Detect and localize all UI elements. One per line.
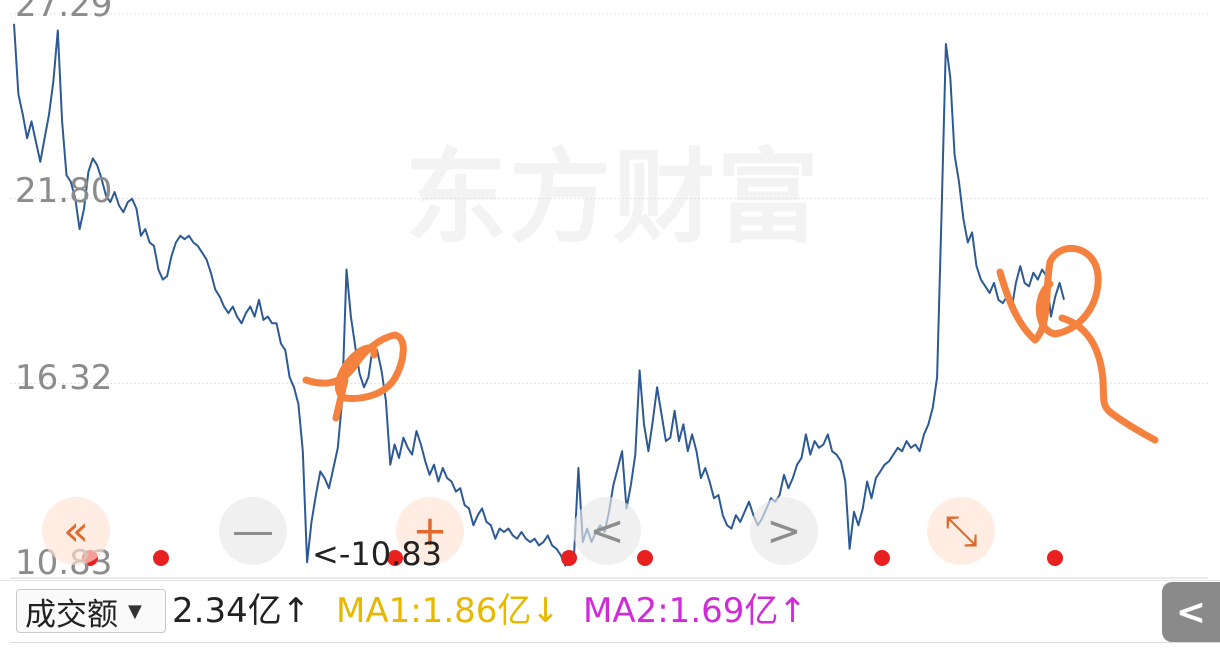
price-chart[interactable]: 东方财富 27.29 21.80 16.32 10.83 « — + < > ⤡… — [0, 0, 1220, 580]
handwritten-annotation — [996, 244, 1159, 444]
lower-panel-edge — [10, 642, 1220, 656]
y-tick-label: 16.32 — [15, 358, 113, 398]
minus-icon: — — [232, 506, 274, 555]
expand-icon: ⤡ — [944, 506, 978, 555]
plus-icon: + — [412, 506, 448, 555]
event-marker-dot — [637, 550, 653, 566]
chart-canvas — [10, 13, 1208, 579]
scroll-left-button[interactable]: « — [42, 497, 110, 565]
chevron-left-icon: < — [1175, 591, 1207, 633]
indicator-selector[interactable]: 成交额 ▼ — [16, 589, 166, 633]
double-chevron-left-icon: « — [63, 506, 89, 555]
low-price-marker: <-10.83 — [312, 535, 442, 573]
chevron-right-icon: > — [766, 506, 802, 555]
event-marker-dot — [561, 550, 577, 566]
price-line — [13, 23, 1065, 567]
event-marker-dot — [1047, 550, 1063, 566]
volume-value: 2.34亿↑ — [172, 591, 311, 631]
ma1-value: MA1:1.86亿↓ — [336, 591, 560, 631]
side-panel-toggle[interactable]: < — [1162, 582, 1220, 642]
event-marker-dot — [153, 550, 169, 566]
fullscreen-button[interactable]: ⤡ — [927, 497, 995, 565]
ma2-value: MA2:1.69亿↑ — [583, 591, 807, 631]
zoom-in-button[interactable]: + — [396, 497, 464, 565]
zoom-out-button[interactable]: — — [219, 497, 287, 565]
chevron-left-icon: < — [589, 506, 625, 555]
event-marker-dot — [874, 550, 890, 566]
event-marker-dot — [387, 550, 403, 566]
dropdown-caret-icon: ▼ — [128, 600, 142, 622]
indicator-selector-label: 成交额 — [25, 596, 118, 633]
y-tick-label: 21.80 — [15, 171, 113, 211]
next-button[interactable]: > — [750, 497, 818, 565]
indicator-bar: 成交额 ▼ 2.34亿↑ MA1:1.86亿↓ MA2:1.69亿↑ — [0, 580, 1220, 643]
handwritten-annotation — [302, 331, 407, 422]
previous-button[interactable]: < — [573, 497, 641, 565]
y-tick-label: 27.29 — [15, 0, 113, 25]
